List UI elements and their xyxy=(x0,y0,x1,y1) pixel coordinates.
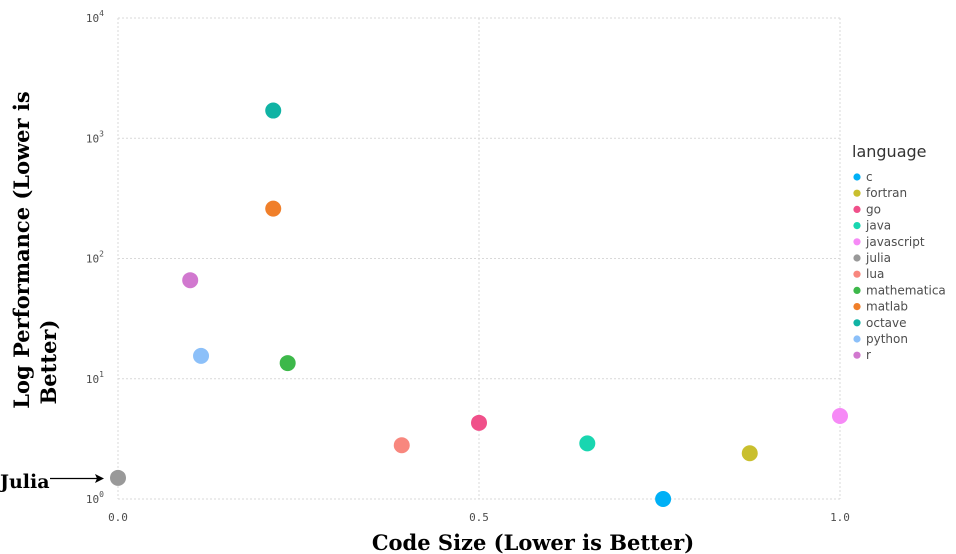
legend-label-matlab: matlab xyxy=(866,300,908,314)
legend-label-octave: octave xyxy=(866,316,906,330)
julia-annotation: Julia xyxy=(0,471,104,493)
point-r xyxy=(182,272,199,289)
julia-annotation-label: Julia xyxy=(0,471,50,493)
x-axis-title: Code Size (Lower is Better) xyxy=(372,530,694,554)
x-tick-label: 0.5 xyxy=(469,511,489,524)
y-tick-label: 101 xyxy=(86,370,104,386)
legend-key-fortran xyxy=(853,189,861,197)
point-javascript xyxy=(832,408,848,425)
legend-key-python xyxy=(853,335,861,343)
legend-title: language xyxy=(852,142,927,161)
point-c xyxy=(655,491,672,507)
point-fortran xyxy=(741,445,758,462)
legend-label-fortran: fortran xyxy=(866,186,907,200)
y-axis-title-line-2: Better) xyxy=(36,320,61,405)
point-java xyxy=(579,435,596,452)
legend-label-mathematica: mathematica xyxy=(866,283,946,297)
legend-key-mathematica xyxy=(853,286,861,294)
x-tick-label: 0.0 xyxy=(108,511,128,524)
legend-key-matlab xyxy=(853,303,861,311)
legend-label-java: java xyxy=(865,219,891,233)
legend-key-javascript xyxy=(853,238,861,246)
legend-label-c: c xyxy=(866,170,873,184)
y-tick-label: 104 xyxy=(86,9,104,25)
point-go xyxy=(471,414,487,431)
legend-label-julia: julia xyxy=(865,251,891,265)
legend: language c fortran go java javascript julia lu… xyxy=(852,142,946,362)
legend-label-r: r xyxy=(866,348,871,362)
point-julia xyxy=(110,469,126,486)
y-tick-label: 102 xyxy=(86,250,104,266)
y-axis-title: Log Performance (Lower is Better) xyxy=(9,91,61,408)
point-matlab xyxy=(265,200,282,217)
legend-label-go: go xyxy=(866,202,881,216)
legend-key-julia xyxy=(853,254,861,262)
y-tick-label: 100 xyxy=(86,490,104,506)
legend-key-lua xyxy=(853,270,861,278)
point-mathematica xyxy=(279,355,296,372)
y-axis-title-line-1: Log Performance (Lower is xyxy=(9,91,34,408)
legend-key-r xyxy=(853,351,861,359)
legend-key-java xyxy=(853,222,861,230)
legend-label-lua: lua xyxy=(866,267,884,281)
legend-key-c xyxy=(853,173,861,181)
grid-lines xyxy=(117,17,841,500)
tick-labels: 0.0 0.5 1.0 100 101 102 103 104 xyxy=(86,9,850,524)
arrow-right-icon xyxy=(95,474,104,483)
legend-key-go xyxy=(853,205,861,213)
legend-label-javascript: javascript xyxy=(865,235,925,249)
point-octave xyxy=(265,102,282,119)
y-tick-label: 103 xyxy=(86,129,104,145)
data-points xyxy=(110,102,848,507)
legend-label-python: python xyxy=(866,332,908,346)
point-lua xyxy=(393,437,410,454)
point-python xyxy=(193,347,210,364)
legend-key-octave xyxy=(853,319,861,327)
x-tick-label: 1.0 xyxy=(830,511,850,524)
